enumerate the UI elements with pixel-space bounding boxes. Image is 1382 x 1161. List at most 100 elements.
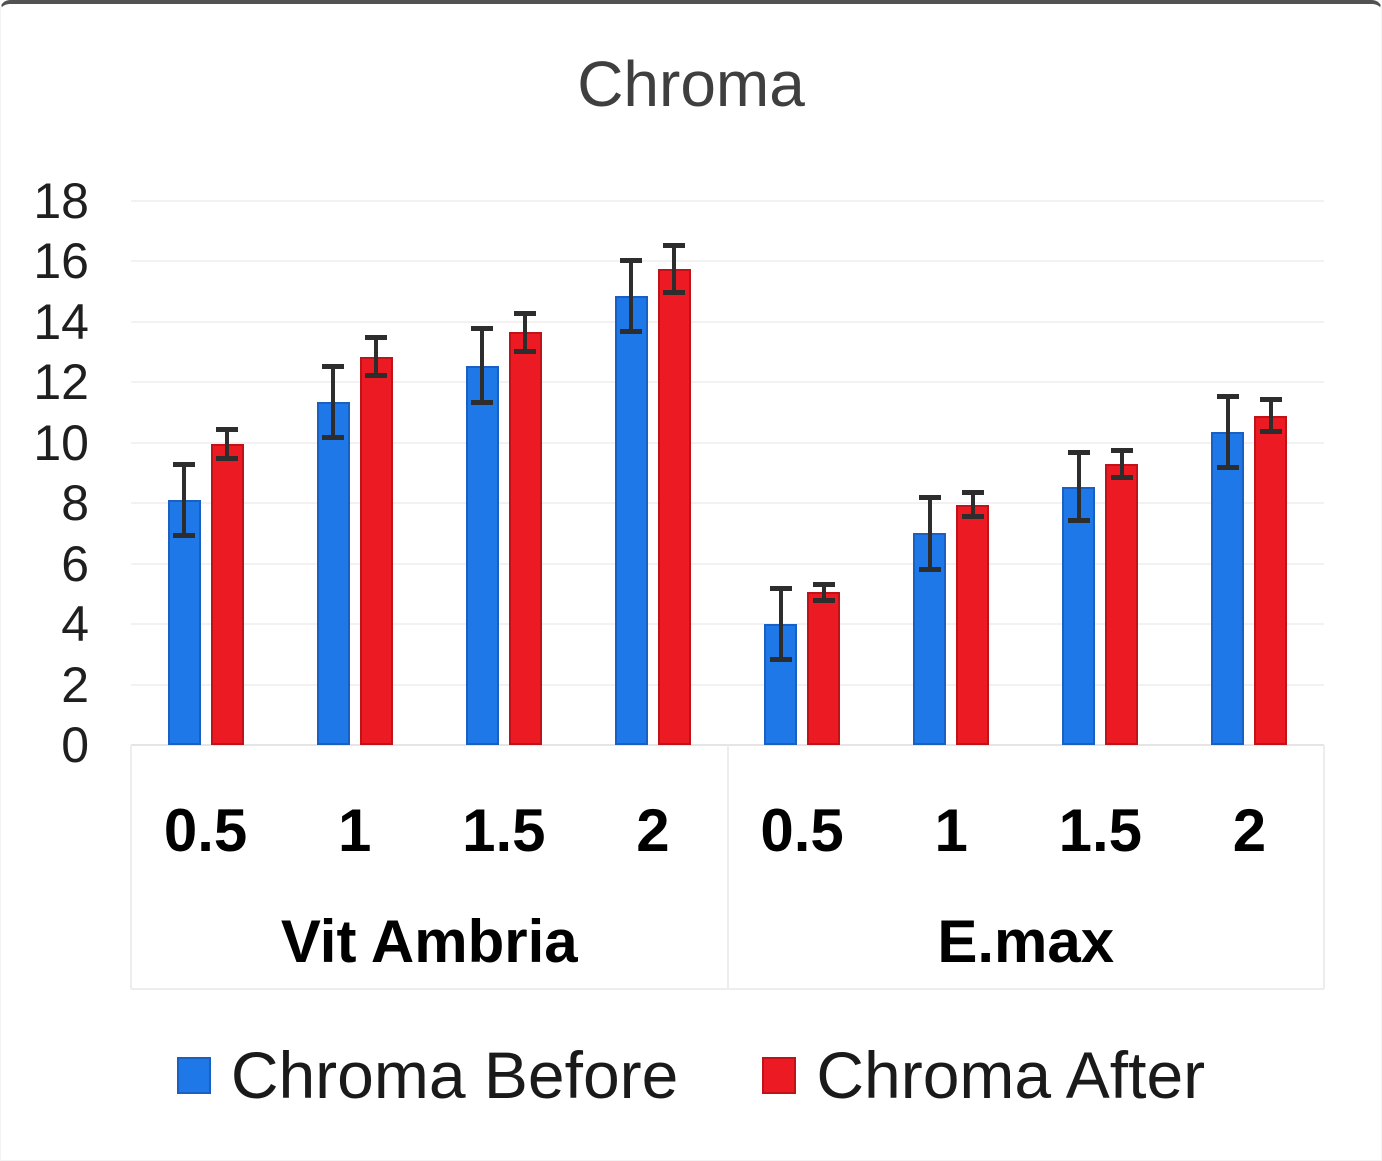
error-bar-cap-bottom: [620, 329, 643, 335]
error-bar-whisker: [182, 463, 187, 537]
error-bar-cap-bottom: [216, 456, 239, 462]
bar-after: [508, 332, 542, 745]
error-bar-whisker: [970, 492, 975, 518]
category-label: 1.5: [1058, 797, 1143, 864]
group-label: E.max: [937, 908, 1115, 975]
error-bar-cap-top: [918, 495, 941, 501]
error-bar-cap-top: [812, 581, 835, 587]
category-label: 0.5: [163, 797, 248, 864]
category-label: 2: [636, 797, 670, 864]
bar-after: [956, 504, 990, 745]
error-bar-whisker: [1225, 395, 1230, 469]
error-bar-whisker: [374, 337, 379, 377]
gridline: [131, 320, 1324, 323]
category-label: 1: [338, 797, 372, 864]
legend-swatch-before: [176, 1056, 211, 1094]
y-tick-label: 2: [61, 656, 89, 713]
error-bar-whisker: [821, 583, 826, 601]
y-tick-label: 16: [33, 233, 89, 290]
error-bar-whisker: [523, 312, 528, 353]
error-bar-cap-top: [471, 325, 494, 331]
error-bar-cap-top: [769, 585, 792, 591]
error-bar-cap-top: [216, 427, 239, 433]
category-frame-line: [1323, 745, 1325, 989]
bar-after: [1105, 463, 1139, 745]
error-bar-cap-bottom: [514, 349, 537, 355]
error-bar-cap-top: [1110, 447, 1133, 453]
error-bar-cap-bottom: [173, 533, 196, 539]
gridline: [131, 562, 1324, 565]
gridline: [131, 200, 1324, 202]
category-frame-line: [726, 745, 729, 989]
error-bar-cap-top: [1216, 393, 1239, 399]
chart-title: Chroma: [577, 48, 805, 120]
error-bar-cap-bottom: [471, 400, 494, 406]
legend-label-before: Chroma Before: [230, 1038, 679, 1112]
group-label: Vit Ambria: [280, 908, 578, 975]
error-bar-cap-top: [961, 490, 984, 496]
y-tick-label: 8: [61, 475, 89, 532]
bar-after: [657, 269, 691, 745]
error-bar-whisker: [480, 327, 485, 404]
bar-before: [614, 296, 648, 745]
error-bar-cap-top: [322, 363, 345, 369]
bar-before: [316, 401, 350, 745]
gridline: [131, 381, 1324, 384]
error-bar-cap-bottom: [663, 289, 686, 295]
error-bar-cap-bottom: [812, 597, 835, 603]
y-tick-label: 18: [33, 173, 89, 229]
error-bar-cap-bottom: [918, 566, 941, 572]
error-bar-cap-bottom: [365, 373, 388, 379]
error-bar-cap-top: [620, 257, 643, 263]
category-label: 1.5: [462, 797, 546, 864]
error-bar-cap-top: [1259, 396, 1282, 402]
legend-swatch-after: [762, 1056, 797, 1094]
category-frame-line: [130, 745, 132, 989]
error-bar-cap-bottom: [1110, 475, 1133, 481]
gridline: [131, 502, 1324, 505]
category-label: 2: [1232, 797, 1267, 864]
y-tick-label: 10: [33, 414, 89, 471]
error-bar-whisker: [331, 365, 336, 439]
category-frame-line: [131, 988, 1324, 990]
bar-before: [1211, 432, 1245, 745]
y-tick-label: 14: [33, 293, 89, 350]
error-bar-cap-bottom: [1216, 465, 1239, 471]
error-bar-cap-bottom: [322, 435, 345, 441]
bar-after: [807, 592, 841, 745]
category-label: 0.5: [760, 797, 844, 864]
error-bar-cap-top: [365, 335, 388, 340]
error-bar-cap-top: [514, 310, 537, 316]
y-tick-label: 0: [61, 717, 89, 773]
legend: Chroma Before Chroma After: [1, 1042, 1381, 1108]
bar-before: [1062, 486, 1096, 745]
legend-item-chroma-before: Chroma Before: [176, 1038, 679, 1112]
error-bar-whisker: [629, 259, 634, 333]
bar-after: [210, 444, 244, 745]
error-bar-whisker: [225, 429, 230, 460]
error-bar-cap-bottom: [961, 514, 984, 520]
bar-before: [465, 365, 499, 745]
error-bar-cap-top: [663, 243, 686, 249]
error-bar-whisker: [672, 245, 677, 293]
bar-before: [167, 500, 201, 745]
error-bar-whisker: [1076, 451, 1081, 522]
bar-after: [359, 356, 393, 745]
gridline: [131, 441, 1324, 444]
gridline: [131, 260, 1324, 263]
gridline: [131, 623, 1324, 626]
error-bar-cap-bottom: [1259, 429, 1282, 435]
legend-item-chroma-after: Chroma After: [762, 1042, 1205, 1108]
gridline: [131, 683, 1324, 686]
error-bar-whisker: [778, 587, 783, 661]
y-tick-label: 12: [33, 354, 89, 411]
bar-after: [1254, 415, 1288, 745]
legend-label-after: Chroma After: [816, 1038, 1206, 1112]
error-bar-whisker: [1119, 449, 1124, 479]
category-label: 1: [934, 797, 968, 864]
y-tick-label: 6: [61, 535, 89, 592]
error-bar-whisker: [1268, 398, 1273, 433]
error-bar-whisker: [927, 497, 932, 570]
y-tick-label: 4: [61, 596, 89, 653]
